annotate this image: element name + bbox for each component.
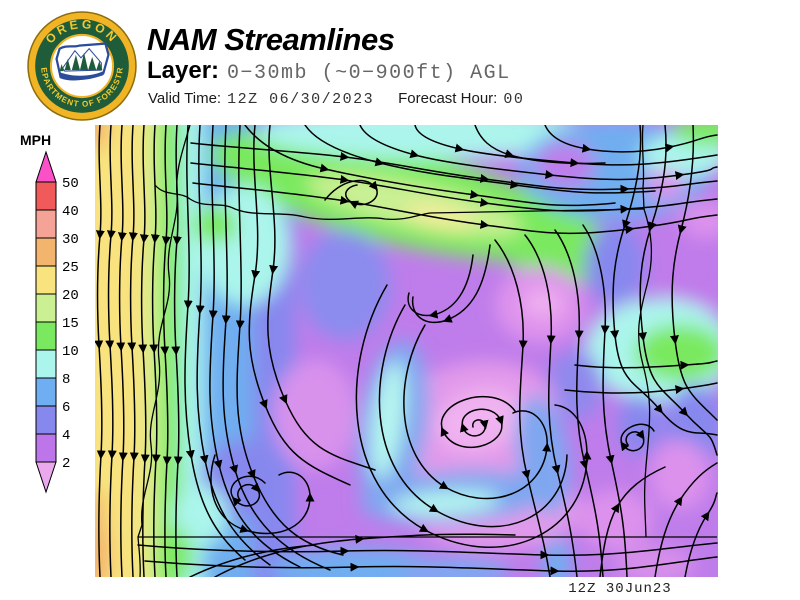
legend-units: MPH <box>20 132 51 148</box>
oregon-state-emblem <box>55 42 110 81</box>
layer-label: Layer: <box>147 57 220 84</box>
legend-band <box>35 321 57 351</box>
legend-tick-label: 10 <box>62 344 79 360</box>
forecast-hour-value: 00 <box>503 91 525 108</box>
legend-tick-label: 15 <box>62 316 79 332</box>
layer-value: 0−30mb (~0−900ft) AGL <box>227 62 511 85</box>
legend-band <box>35 433 57 463</box>
valid-time-label: Valid Time: <box>148 90 222 107</box>
trees <box>59 52 103 72</box>
valid-time-row: Valid Time: 12Z 06/30/2023 Forecast Hour: 0… <box>148 90 524 108</box>
layer-row: Layer: 0−30mb (~0−900ft) AGL <box>147 57 511 85</box>
legend-tick-label: 50 <box>62 176 79 192</box>
water <box>59 70 106 81</box>
legend-tick-label: 6 <box>62 400 70 416</box>
legend-below-min-arrow <box>35 461 57 494</box>
legend-tick-label: 2 <box>62 456 70 472</box>
legend-band <box>35 237 57 267</box>
legend-above-max-arrow <box>35 150 57 183</box>
legend-tick-label: 40 <box>62 204 79 220</box>
streamlines <box>95 125 718 577</box>
legend-band <box>35 349 57 379</box>
legend-tick-label: 30 <box>62 232 79 248</box>
legend-tick-label: 20 <box>62 288 79 304</box>
forecast-hour-label: Forecast Hour: <box>398 90 498 107</box>
legend-band <box>35 181 57 211</box>
legend-tick-label: 25 <box>62 260 79 276</box>
legend-band <box>35 405 57 435</box>
page-title: NAM Streamlines <box>147 22 395 57</box>
wind-speed-legend: MPH 50 40 30 25 20 15 10 8 6 4 2 <box>20 132 79 494</box>
legend-tick-label: 8 <box>62 372 70 388</box>
odf-logo: OREGON DEPARTMENT OF FORESTRY <box>26 10 137 121</box>
legend-band <box>35 209 57 239</box>
legend-band <box>35 377 57 407</box>
map-timestamp: 12Z 30Jun23 <box>568 581 672 597</box>
streamline-map <box>95 125 718 577</box>
legend-band <box>35 265 57 295</box>
legend-band <box>35 293 57 323</box>
valid-time-value: 12Z 06/30/2023 <box>227 91 375 108</box>
legend-tick-label: 4 <box>62 428 70 444</box>
